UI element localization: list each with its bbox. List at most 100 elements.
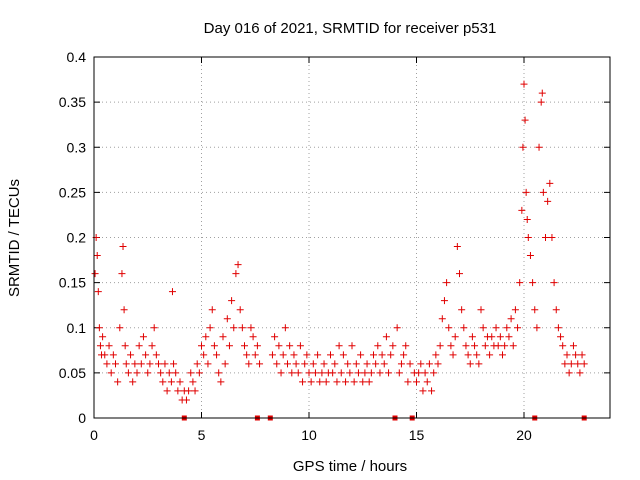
data-point — [538, 89, 546, 97]
data-point — [316, 378, 324, 386]
data-point — [327, 351, 334, 359]
data-point — [370, 351, 377, 359]
data-point — [520, 80, 528, 88]
data-point — [129, 378, 137, 386]
data-point — [417, 360, 425, 368]
data-point — [425, 360, 433, 368]
y-tick-label: 0.25 — [59, 184, 86, 200]
x-tick-label: 10 — [301, 427, 317, 443]
data-point — [217, 378, 225, 386]
data-point — [578, 351, 586, 359]
data-point — [342, 378, 350, 386]
data-point — [268, 351, 276, 359]
data-point — [247, 324, 255, 332]
data-point — [466, 360, 474, 368]
data-point — [299, 378, 307, 386]
data-point — [165, 369, 173, 377]
data-point — [544, 197, 552, 205]
data-point — [436, 342, 444, 350]
data-point — [344, 360, 352, 368]
data-point — [378, 351, 386, 359]
data-point — [357, 351, 365, 359]
data-point — [167, 378, 175, 386]
data-point — [505, 333, 513, 341]
data-point — [320, 360, 328, 368]
data-point — [397, 360, 405, 368]
data-point — [286, 342, 294, 350]
data-points — [91, 80, 588, 404]
data-point — [526, 252, 534, 260]
data-point — [572, 351, 580, 359]
data-point — [507, 315, 515, 323]
data-point — [389, 342, 397, 350]
data-point — [348, 342, 356, 350]
data-point — [223, 315, 231, 323]
data-point — [346, 369, 354, 377]
data-point — [93, 252, 101, 260]
y-tick-label: 0.3 — [67, 139, 87, 155]
data-point — [204, 360, 212, 368]
data-point — [94, 288, 102, 296]
y-tick-label: 0.15 — [59, 275, 86, 291]
data-point — [284, 360, 291, 368]
data-point — [96, 342, 104, 350]
data-point — [101, 351, 109, 359]
data-point — [404, 378, 412, 386]
data-point — [116, 324, 124, 332]
data-point — [187, 369, 195, 377]
data-point — [107, 369, 115, 377]
data-point — [182, 396, 190, 404]
data-point — [290, 351, 298, 359]
y-tick-label: 0.4 — [67, 49, 87, 65]
data-point — [514, 324, 522, 332]
data-point — [361, 369, 369, 377]
x-tick-label: 15 — [409, 427, 425, 443]
data-point — [499, 351, 506, 359]
data-point — [421, 369, 429, 377]
data-point — [208, 306, 216, 314]
data-point — [314, 351, 322, 359]
data-point — [109, 351, 117, 359]
data-point — [236, 306, 244, 314]
data-point — [413, 378, 420, 386]
data-point — [159, 378, 167, 386]
data-point — [462, 342, 470, 350]
data-point — [230, 324, 238, 332]
data-point — [460, 324, 468, 332]
data-point — [200, 351, 208, 359]
y-tick-label: 0.05 — [59, 365, 86, 381]
data-point — [522, 188, 530, 196]
data-point — [531, 306, 539, 314]
data-point — [402, 342, 410, 350]
data-point — [468, 333, 476, 341]
data-point — [449, 351, 457, 359]
data-point — [172, 369, 180, 377]
data-point — [219, 333, 227, 341]
data-point — [415, 369, 423, 377]
data-point — [496, 333, 504, 341]
data-point — [339, 351, 347, 359]
data-point — [550, 279, 558, 287]
data-point — [473, 351, 481, 359]
data-point — [419, 387, 427, 395]
data-point — [118, 270, 126, 278]
data-point — [337, 369, 345, 377]
data-point — [185, 387, 193, 395]
data-point — [174, 387, 182, 395]
plot-frame — [93, 56, 611, 419]
data-point — [225, 342, 233, 350]
data-point — [372, 360, 380, 368]
x-tick-label: 20 — [516, 427, 532, 443]
data-point — [380, 360, 388, 368]
data-point — [253, 342, 261, 350]
data-point — [565, 369, 573, 377]
data-point — [279, 351, 287, 359]
data-point — [546, 179, 554, 187]
data-point — [580, 360, 588, 368]
data-point — [451, 333, 459, 341]
data-point — [213, 351, 221, 359]
data-point — [288, 369, 296, 377]
data-point — [311, 369, 319, 377]
x-tick-label: 5 — [198, 427, 206, 443]
data-point — [95, 324, 103, 332]
